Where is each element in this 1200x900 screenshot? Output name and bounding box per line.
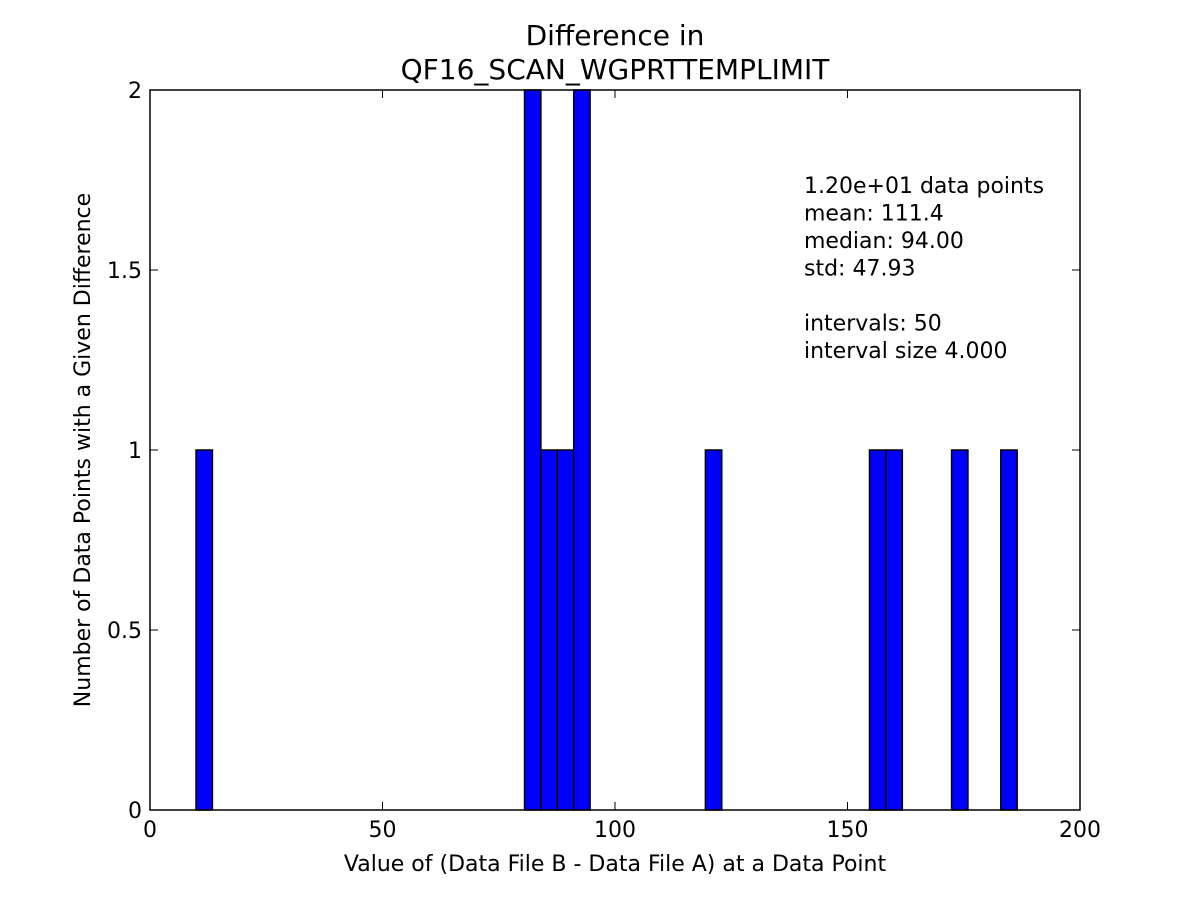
- histogram-bar-5: [572, 89, 591, 811]
- stats-line-6: intervals: 50: [804, 312, 942, 337]
- x-tick-label-2: 100: [594, 818, 636, 843]
- y-axis-label: Number of Data Points with a Given Diffe…: [71, 193, 96, 707]
- y-tick-label-4: 2: [128, 79, 142, 104]
- histogram-bars: [195, 89, 1018, 811]
- x-tick-labels: 0 50 100 150 200: [143, 818, 1101, 843]
- stats-line-1: 1.20e+01 data points: [804, 174, 1044, 199]
- stats-line-3: median: 94.00: [804, 229, 964, 254]
- y-tick-label-0: 0: [128, 799, 142, 824]
- y-tick-label-2: 1: [128, 439, 142, 464]
- x-tick-label-1: 50: [369, 818, 397, 843]
- x-tick-label-3: 150: [827, 818, 869, 843]
- y-tick-labels: 0 0.5 1 1.5 2: [107, 79, 142, 824]
- histogram-bar-4: [556, 449, 575, 811]
- histogram-bar-3: [540, 449, 558, 811]
- histogram-bar-6: [704, 449, 723, 811]
- histogram-bar-1: [195, 449, 214, 811]
- chart-title-line-1: Difference in: [526, 19, 705, 52]
- histogram-bar-8: [885, 449, 904, 811]
- histogram-bar-10: [1000, 449, 1018, 811]
- stats-line-4: std: 47.93: [804, 257, 915, 282]
- y-tick-label-1: 0.5: [107, 619, 142, 644]
- histogram-bar-2: [523, 89, 542, 811]
- chart-title-line-2: QF16_SCAN_WGPRTTEMPLIMIT: [401, 53, 831, 86]
- axis-ticks: [149, 89, 1081, 811]
- stats-line-2: mean: 111.4: [804, 202, 944, 227]
- x-tick-label-4: 200: [1059, 818, 1101, 843]
- x-axis-label: Value of (Data File B - Data File A) at …: [344, 852, 887, 877]
- histogram-bar-9: [950, 449, 969, 811]
- stats-line-7: interval size 4.000: [804, 339, 1008, 364]
- histogram-bar-7: [868, 449, 887, 811]
- y-tick-label-3: 1.5: [107, 259, 142, 284]
- x-tick-label-0: 0: [143, 818, 157, 843]
